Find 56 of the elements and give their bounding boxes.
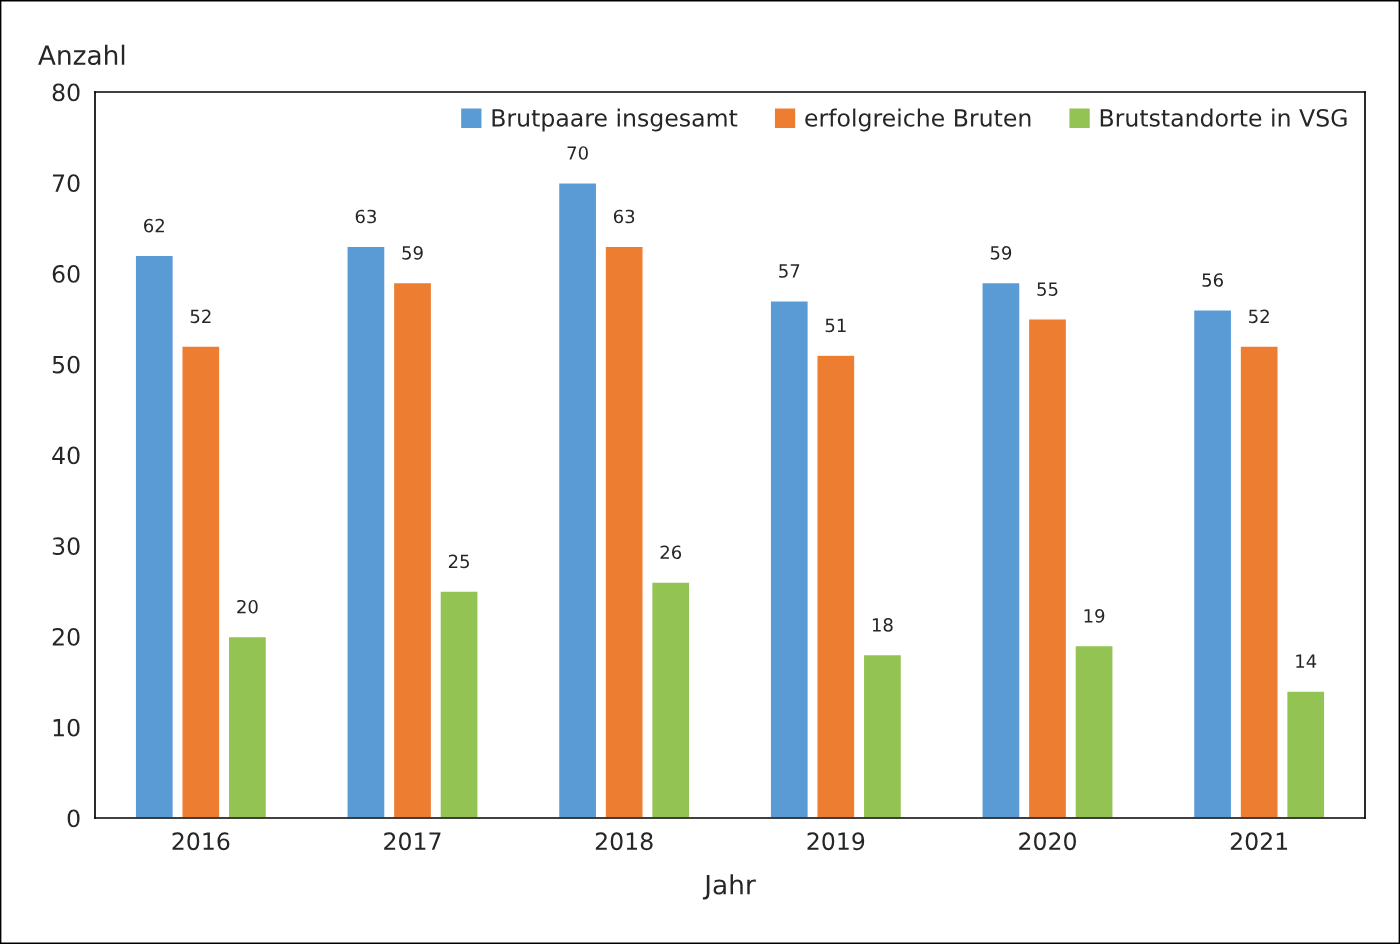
x-tick-label: 2020 <box>1019 832 1076 851</box>
data-label: 59 <box>990 245 1012 260</box>
bar <box>227 635 268 818</box>
x-tick-label: 2019 <box>807 832 865 851</box>
data-label: 52 <box>190 309 211 324</box>
x-tick-label: 2016 <box>172 832 230 851</box>
bar <box>650 581 691 818</box>
bar <box>816 354 856 818</box>
y-tick-label: 0 <box>67 809 80 828</box>
bar <box>1192 309 1233 818</box>
y-tick-label: 50 <box>52 355 80 374</box>
bar <box>862 653 903 818</box>
data-label: 56 <box>1202 273 1223 287</box>
x-axis-title: Jahr <box>702 874 756 900</box>
bar <box>134 254 175 818</box>
y-tick-label: 60 <box>52 264 80 283</box>
data-label: 63 <box>355 209 376 224</box>
bar <box>981 281 1021 818</box>
bar <box>1239 345 1279 818</box>
data-label: 25 <box>448 554 469 569</box>
y-tick-label: 10 <box>53 718 80 737</box>
y-tick-label: 70 <box>53 174 80 193</box>
data-label: 63 <box>613 209 635 224</box>
x-tick-label: 2018 <box>595 832 653 851</box>
data-label: 59 <box>402 245 423 260</box>
bar <box>604 245 644 818</box>
y-tick-label: 40 <box>52 446 80 465</box>
data-label: 52 <box>1249 309 1269 324</box>
legend-label: erfolgreiche Bruten <box>805 108 1031 132</box>
data-label: 14 <box>1296 654 1317 668</box>
bar <box>181 345 221 818</box>
y-tick-label: 80 <box>52 83 80 102</box>
data-label: 70 <box>567 146 588 160</box>
data-label: 57 <box>779 264 800 278</box>
legend-label: Brutstandorte in VSG <box>1100 108 1347 127</box>
bar <box>1074 644 1114 818</box>
data-label: 18 <box>872 618 893 632</box>
data-label: 19 <box>1084 608 1105 623</box>
x-tick-label: 2021 <box>1230 832 1288 851</box>
data-label: 51 <box>825 318 846 333</box>
bar <box>1285 690 1326 818</box>
legend-label: Brutpaare insgesamt <box>492 108 738 132</box>
data-label: 26 <box>660 545 682 560</box>
bar <box>769 300 810 818</box>
x-tick-label: 2017 <box>384 832 441 851</box>
y-tick-label: 20 <box>52 627 80 646</box>
data-label: 62 <box>144 218 164 233</box>
data-label: 55 <box>1037 282 1058 296</box>
bar <box>1027 318 1068 818</box>
bar <box>346 245 386 818</box>
bar <box>392 281 433 818</box>
y-axis-title: Anzahl <box>38 44 125 66</box>
bar <box>557 182 598 818</box>
data-label: 20 <box>237 599 258 614</box>
bar <box>439 590 479 818</box>
y-tick-label: 30 <box>52 537 80 556</box>
